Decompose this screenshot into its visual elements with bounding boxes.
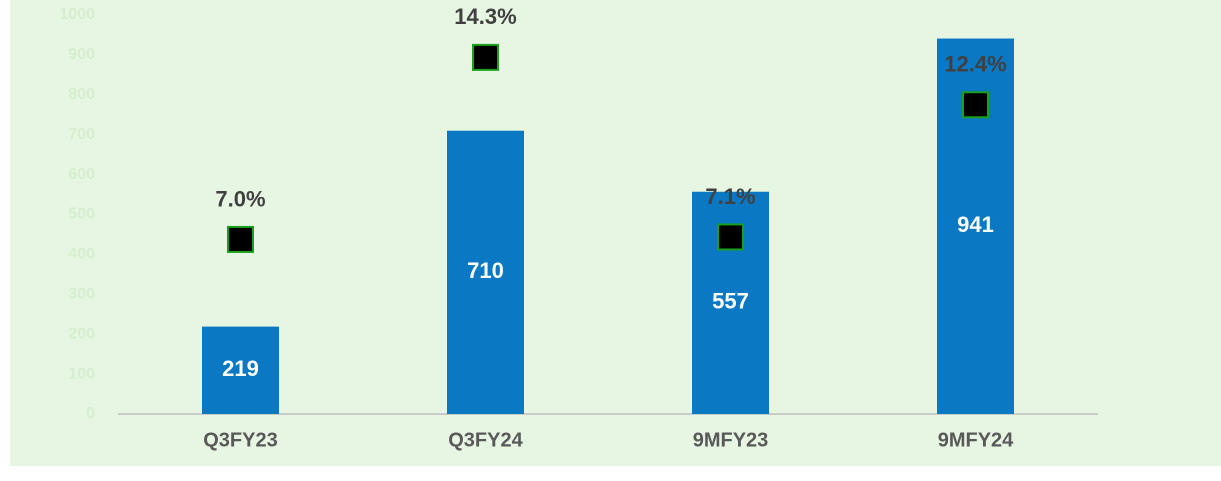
y-tick-label: 500 xyxy=(68,206,95,223)
y-tick-label: 700 xyxy=(68,126,95,143)
y-tick-label: 300 xyxy=(68,286,95,303)
y-tick-label: 0 xyxy=(86,405,95,422)
marker xyxy=(962,91,989,119)
bar-value-label: 219 xyxy=(222,356,259,381)
bar-value-label: 557 xyxy=(712,289,749,314)
bar xyxy=(447,130,524,414)
y-tick-label: 100 xyxy=(68,365,95,382)
x-tick-label: 9MFY23 xyxy=(693,429,769,451)
marker xyxy=(472,43,499,71)
y-tick-label: 400 xyxy=(68,246,95,263)
x-tick-label: Q3FY24 xyxy=(448,429,523,451)
marker-value-label: 12.4% xyxy=(944,52,1006,77)
y-tick-label: 1000 xyxy=(59,6,95,23)
marker xyxy=(717,223,744,251)
bar-value-label: 710 xyxy=(467,258,504,283)
marker xyxy=(227,225,254,253)
x-tick-label: 9MFY24 xyxy=(938,429,1014,451)
y-tick-label: 200 xyxy=(68,325,95,342)
y-tick-label: 800 xyxy=(68,86,95,103)
y-tick-label: 600 xyxy=(68,166,95,183)
bar-value-label: 941 xyxy=(957,212,994,237)
y-tick-label: 900 xyxy=(68,46,95,63)
background xyxy=(10,0,1221,466)
bar xyxy=(202,326,279,414)
marker-value-label: 7.0% xyxy=(215,186,265,211)
marker-value-label: 7.1% xyxy=(705,184,755,209)
marker-value-label: 14.3% xyxy=(454,4,516,29)
x-tick-label: Q3FY23 xyxy=(203,429,277,451)
